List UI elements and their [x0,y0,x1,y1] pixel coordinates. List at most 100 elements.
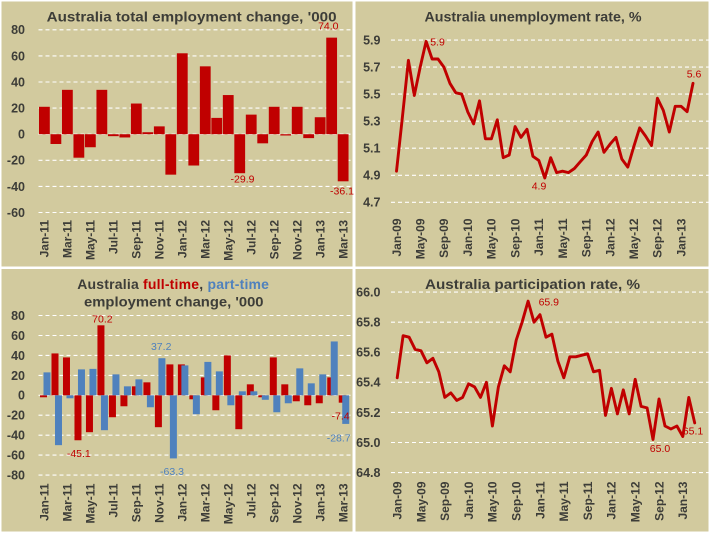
svg-text:Jan-10: Jan-10 [462,481,476,519]
svg-text:40: 40 [11,75,25,89]
svg-text:5.1: 5.1 [363,142,380,156]
svg-text:Jan-13: Jan-13 [674,218,688,256]
svg-text:65.9: 65.9 [539,297,560,309]
svg-text:Sep-11: Sep-11 [130,220,144,259]
svg-text:Sep-10: Sep-10 [508,218,522,258]
svg-text:Mar-12: Mar-12 [199,483,213,522]
svg-text:66.0: 66.0 [356,286,380,300]
svg-text:-40: -40 [7,429,25,443]
svg-text:May-11: May-11 [557,481,571,521]
svg-text:Nov-11: Nov-11 [153,483,167,523]
svg-text:64.8: 64.8 [356,466,380,480]
svg-text:-20: -20 [7,154,25,168]
svg-text:-60: -60 [7,449,25,463]
svg-text:20: 20 [11,369,25,383]
svg-text:May-09: May-09 [414,218,428,259]
svg-text:-29.9: -29.9 [231,174,255,186]
svg-text:Jul-11: Jul-11 [107,220,121,254]
svg-text:65.0: 65.0 [356,436,380,450]
svg-text:Mar-11: Mar-11 [61,220,75,258]
svg-text:Jan-12: Jan-12 [176,220,190,258]
svg-text:-20: -20 [7,409,25,423]
svg-text:Mar-13: Mar-13 [336,483,350,522]
svg-text:Sep-12: Sep-12 [651,218,665,258]
svg-text:May-10: May-10 [485,218,499,259]
svg-text:May-11: May-11 [84,220,98,260]
svg-text:-40: -40 [7,180,25,194]
svg-text:-28.7: -28.7 [327,433,351,445]
svg-text:4.9: 4.9 [363,169,380,183]
svg-text:Jan-12: Jan-12 [176,483,190,521]
svg-text:4.7: 4.7 [363,196,380,210]
svg-text:-60: -60 [7,206,25,220]
svg-text:Jan-13: Jan-13 [314,220,328,258]
svg-text:May-09: May-09 [414,481,428,522]
svg-text:Jan-10: Jan-10 [461,218,475,256]
svg-text:Sep-11: Sep-11 [130,483,144,522]
svg-text:40: 40 [11,349,25,363]
svg-text:Australia full-time, part-time: Australia full-time, part-time [77,276,269,292]
svg-text:-7.4: -7.4 [332,411,350,423]
svg-text:Jan-11: Jan-11 [533,481,547,519]
svg-text:Sep-09: Sep-09 [437,218,451,258]
svg-text:Sep-12: Sep-12 [652,481,666,521]
svg-text:0: 0 [18,389,25,403]
svg-text:Jul-11: Jul-11 [107,483,121,517]
svg-text:-63.3: -63.3 [160,466,184,478]
svg-text:employment change, '000: employment change, '000 [84,294,264,310]
svg-text:-80: -80 [7,469,25,483]
svg-text:Mar-12: Mar-12 [199,220,213,259]
svg-text:5.9: 5.9 [430,36,445,48]
svg-text:65.1: 65.1 [683,426,704,438]
svg-text:Sep-11: Sep-11 [581,481,595,520]
svg-text:65.8: 65.8 [356,316,380,330]
svg-text:4.9: 4.9 [532,180,547,192]
svg-text:-36.1: -36.1 [330,186,354,198]
svg-text:60: 60 [11,49,25,63]
svg-text:Australia unemployment rate, %: Australia unemployment rate, % [425,8,643,24]
svg-text:May-12: May-12 [629,481,643,522]
svg-text:5.3: 5.3 [363,115,380,129]
svg-text:Jan-13: Jan-13 [676,481,690,519]
svg-text:Sep-10: Sep-10 [510,481,524,521]
svg-text:Mar-13: Mar-13 [336,220,350,259]
svg-text:0: 0 [18,128,25,142]
svg-text:65.6: 65.6 [356,346,380,360]
svg-text:Jan-12: Jan-12 [605,481,619,519]
svg-text:May-11: May-11 [556,218,570,258]
svg-text:5.6: 5.6 [687,69,702,81]
svg-text:Australia participation rate,: Australia participation rate, % [425,276,641,292]
svg-text:Jan-12: Jan-12 [603,218,617,256]
svg-text:-45.1: -45.1 [67,448,91,460]
svg-text:80: 80 [11,23,25,37]
svg-text:Jan-11: Jan-11 [38,220,52,258]
svg-text:20: 20 [11,102,25,116]
svg-text:Sep-09: Sep-09 [438,481,452,521]
svg-text:Nov-11: Nov-11 [153,220,167,260]
svg-text:74.0: 74.0 [318,21,339,33]
svg-text:May-12: May-12 [222,220,236,261]
svg-text:May-12: May-12 [222,483,236,524]
svg-text:5.9: 5.9 [363,34,380,48]
svg-text:Sep-11: Sep-11 [580,218,594,257]
svg-text:May-11: May-11 [84,483,98,523]
svg-text:May-10: May-10 [486,481,500,522]
svg-text:Jan-09: Jan-09 [390,218,404,256]
svg-text:Jul-12: Jul-12 [245,220,259,255]
svg-text:Jan-11: Jan-11 [532,218,546,256]
svg-text:Nov-12: Nov-12 [291,483,305,523]
svg-text:5.5: 5.5 [363,88,380,102]
svg-text:Mar-11: Mar-11 [61,483,75,521]
svg-text:37.2: 37.2 [151,341,172,353]
svg-text:Sep-12: Sep-12 [268,220,282,260]
svg-text:65.0: 65.0 [650,443,671,455]
svg-text:Jan-13: Jan-13 [314,483,328,521]
svg-text:Jul-12: Jul-12 [245,483,259,518]
svg-text:5.7: 5.7 [363,61,380,75]
svg-text:70.2: 70.2 [92,314,113,326]
svg-text:60: 60 [11,329,25,343]
svg-text:Jan-11: Jan-11 [38,483,52,521]
svg-text:Australia total employment cha: Australia total employment change, '000 [47,8,337,24]
svg-text:Jan-09: Jan-09 [391,481,405,519]
svg-text:Sep-12: Sep-12 [268,483,282,523]
